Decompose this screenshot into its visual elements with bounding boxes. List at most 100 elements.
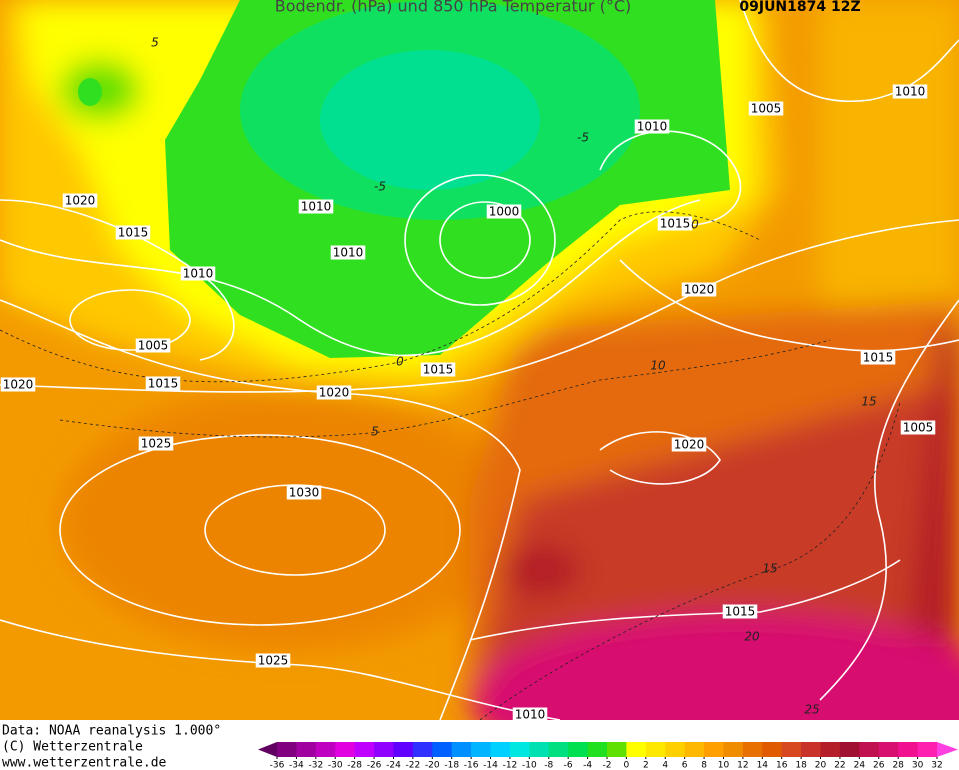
- colorbar-tick-label: 2: [643, 761, 649, 770]
- isobar-label: 1015: [660, 217, 691, 231]
- colorbar-tick-label: 26: [873, 761, 885, 770]
- isobar-label-box: [316, 385, 352, 400]
- footer-line: Data: NOAA reanalysis 1.000°: [2, 724, 221, 739]
- colorbar-swatch: [529, 742, 550, 757]
- isobar-label: 1010: [895, 85, 926, 99]
- colorbar-swatch: [490, 742, 511, 757]
- isobar-label: 1025: [258, 654, 289, 668]
- colorbar-swatch: [315, 742, 336, 757]
- footer-line: (C) Wetterzentrale: [2, 740, 143, 755]
- isobar-label-box: [486, 204, 522, 219]
- colorbar-tick-label: 14: [757, 761, 769, 770]
- colorbar-tick-label: -12: [503, 761, 518, 770]
- isobar: [619, 259, 959, 352]
- colorbar-swatch: [859, 742, 880, 757]
- field-zone: [470, 610, 959, 720]
- colorbar-tick-label: 6: [682, 761, 688, 770]
- cold-zone: [320, 50, 540, 190]
- isobar: [439, 201, 531, 279]
- colorbar-swatch: [335, 742, 356, 757]
- colorbar-swatch: [801, 742, 822, 757]
- isobar: [59, 434, 461, 626]
- isobar-label: 1020: [65, 194, 96, 208]
- colorbar-tick-label: 22: [834, 761, 845, 770]
- isobar-label-box: [900, 420, 936, 435]
- isobar: [0, 199, 701, 357]
- isobar-label-box: [180, 266, 216, 281]
- isobar: [819, 299, 959, 701]
- footer-line: www.wetterzentrale.de: [2, 756, 167, 770]
- isobar-label: 1030: [289, 486, 320, 500]
- isobar: [404, 174, 556, 306]
- isobar-label-box: [722, 604, 758, 619]
- isobar-label: 1015: [148, 377, 179, 391]
- isotherm: [479, 401, 901, 720]
- isobar-label: 1010: [333, 246, 364, 260]
- colorbar-swatch: [917, 742, 938, 757]
- colorbar-tick-label: -22: [406, 761, 421, 770]
- isotherm-label: 20: [744, 630, 760, 644]
- colorbar: -36 -34 -32 -30 -28 -26 -24 -22 -20 -18 -16 -14 -12-…: [258, 742, 958, 770]
- colorbar-tick-label: -14: [483, 761, 498, 770]
- isobar-label-box: [135, 338, 171, 353]
- colorbar-tick-label: -30: [328, 761, 343, 770]
- colorbar-tick-label: 32: [931, 761, 942, 770]
- isobar-label-box: [512, 707, 548, 720]
- isobar-label: 1015: [863, 351, 894, 365]
- colorbar-swatch: [354, 742, 375, 757]
- isobar-label: 1020: [3, 378, 34, 392]
- isobar-label-box: [657, 216, 693, 231]
- isobar-label: 1010: [515, 708, 546, 722]
- colorbar-swatch: [296, 742, 317, 757]
- isotherm: [59, 339, 831, 438]
- field-zone: [500, 545, 580, 595]
- colorbar-swatch: [587, 742, 608, 757]
- isobar-label-box: [748, 101, 784, 116]
- isotherm-label: -5: [577, 131, 589, 145]
- isobar-label-box: [671, 437, 707, 452]
- colorbar-tick-label: 28: [892, 761, 904, 770]
- map-date: 09JUN1874 12Z: [739, 0, 860, 15]
- colorbar-tick-label: 18: [795, 761, 807, 770]
- isobar-label: 1005: [751, 102, 782, 116]
- colorbar-swatch: [568, 742, 589, 757]
- colorbar-tick-label: -6: [564, 761, 573, 770]
- colorbar-tick-label: 30: [912, 761, 924, 770]
- isobar-label-box: [298, 199, 334, 214]
- colorbar-tick-label: -28: [347, 761, 362, 770]
- isobar-label-box: [0, 377, 36, 392]
- isobar-label-box: [255, 653, 291, 668]
- isotherm-label: 10: [650, 359, 666, 373]
- colorbar-swatch: [548, 742, 569, 757]
- colorbar-tick-label: -2: [603, 761, 612, 770]
- cold-zone: [78, 78, 102, 106]
- isotherm-label: 25: [804, 703, 819, 717]
- colorbar-tick-label: 8: [701, 761, 707, 770]
- colorbar-end: [258, 742, 277, 757]
- colorbar-tick-label: -16: [464, 761, 479, 770]
- colorbar-tick-label: -4: [583, 761, 592, 770]
- colorbar-swatch: [451, 742, 472, 757]
- isobar-label: 1010: [637, 120, 668, 134]
- isobar-label: 1020: [319, 386, 350, 400]
- colorbar-swatch: [412, 742, 433, 757]
- map-title: Bodendr. (hPa) und 850 hPa Temperatur (°…: [275, 0, 632, 16]
- colorbar-swatch: [820, 742, 841, 757]
- isobar-label-box: [681, 282, 717, 297]
- isobar: [204, 484, 386, 576]
- colorbar-swatch: [839, 742, 860, 757]
- colorbar-tick-label: 10: [718, 761, 730, 770]
- isotherm-label: 15: [861, 395, 876, 409]
- isobar-label: 1015: [423, 363, 454, 377]
- colorbar-swatch: [723, 742, 744, 757]
- isobar-label: 1005: [903, 421, 934, 435]
- colorbar-swatch: [762, 742, 783, 757]
- isobar: [739, 0, 959, 103]
- colorbar-tick-label: 16: [776, 761, 788, 770]
- isotherm-label: 5: [371, 425, 379, 439]
- isobar-label: 1025: [141, 437, 172, 451]
- isotherm-label: 0: [691, 218, 699, 232]
- isobar: [599, 130, 742, 226]
- colorbar-swatch: [665, 742, 686, 757]
